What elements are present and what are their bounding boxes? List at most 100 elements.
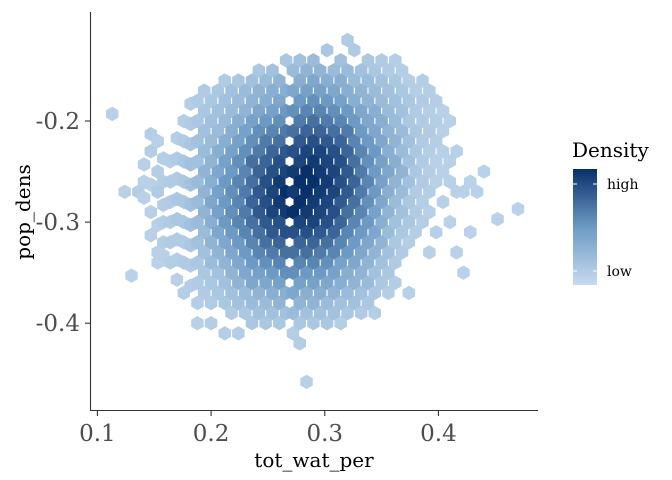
hex-cell <box>204 275 218 290</box>
hex-cell <box>245 154 259 169</box>
hex-cell <box>429 113 443 129</box>
hex-cell <box>389 73 402 88</box>
hex-cell <box>470 184 484 199</box>
hex-cell <box>368 225 381 240</box>
hex-cell <box>348 134 361 149</box>
hex-cell <box>238 83 252 98</box>
hex-cell <box>334 154 347 169</box>
hex-cell <box>191 93 204 108</box>
hex-cell <box>286 326 300 341</box>
hex-cell <box>354 164 368 179</box>
y-tick-label: -0.3 <box>36 210 80 236</box>
hex-cell <box>314 83 327 98</box>
hex-cell <box>348 295 361 311</box>
hex-cell <box>429 134 443 149</box>
hex-cell <box>354 123 368 139</box>
hex-cell <box>341 265 354 280</box>
hex-cell <box>252 164 266 179</box>
hex-cell <box>232 134 245 149</box>
hex-cell <box>409 225 422 240</box>
hex-cell <box>423 144 436 159</box>
legend-label-low: low <box>607 264 632 280</box>
hex-cell <box>198 164 211 179</box>
hex-cell <box>348 93 361 108</box>
hex-cell <box>382 285 395 301</box>
hex-cell <box>334 295 347 311</box>
hex-cell <box>259 134 272 149</box>
hex-cell <box>245 73 259 88</box>
hex-cell <box>334 93 347 108</box>
hex-cell <box>436 164 450 179</box>
hex-cell <box>429 225 443 240</box>
hex-cell <box>348 214 361 230</box>
hex-cell <box>218 235 231 250</box>
hex-cell <box>375 235 388 250</box>
hex-cell <box>300 225 313 240</box>
hex-cell <box>225 245 238 260</box>
hex-cell <box>300 83 313 98</box>
hex-cell <box>273 93 286 108</box>
hex-cell <box>252 265 266 280</box>
hex-cell <box>211 245 225 260</box>
hex-cell <box>327 245 341 260</box>
hex-cell <box>273 194 286 210</box>
hex-cell <box>286 123 300 139</box>
hex-cell <box>286 225 300 240</box>
hex-cell <box>389 194 402 210</box>
hex-cell <box>361 154 375 169</box>
hex-cell <box>252 63 266 78</box>
hex-cell <box>273 235 286 250</box>
hex-cell <box>266 285 279 301</box>
hex-cell <box>457 184 470 199</box>
hex-cell <box>266 144 279 159</box>
hex-cell <box>334 194 347 210</box>
hex-cell <box>286 103 300 119</box>
x-axis-ticks: 0.1 0.2 0.3 0.4 <box>79 411 457 447</box>
hex-cell <box>436 194 450 210</box>
hex-cell <box>245 275 259 290</box>
hex-cell <box>511 201 525 217</box>
hex-cell <box>252 144 266 159</box>
hex-cell <box>198 123 211 139</box>
hex-cell <box>198 225 211 240</box>
hex-cell <box>341 63 354 78</box>
hex-cell <box>464 225 477 240</box>
hex-cell <box>320 194 334 210</box>
hex-cell <box>334 134 347 149</box>
hex-cell <box>252 123 266 139</box>
hex-cell <box>402 134 416 149</box>
hex-cell <box>266 184 279 199</box>
hex-cell <box>286 285 300 301</box>
hex-cell <box>416 73 429 88</box>
hex-cell <box>429 93 443 108</box>
hex-cell <box>266 225 279 240</box>
hex-cell <box>218 255 231 270</box>
hex-cell <box>307 113 320 129</box>
hex-cell <box>416 154 429 169</box>
hex-cell <box>314 184 327 199</box>
hex-cell <box>327 83 341 98</box>
hex-cell <box>266 123 279 139</box>
hex-cell <box>191 194 204 210</box>
hex-cell <box>293 235 306 250</box>
hex-cell <box>273 316 286 331</box>
hex-cell <box>341 305 354 321</box>
hex-cell <box>320 174 334 189</box>
x-axis-title: tot_wat_per <box>254 448 374 472</box>
hex-cell <box>402 73 416 88</box>
hex-cell <box>409 103 422 119</box>
hex-cell <box>402 154 416 169</box>
hex-cell <box>348 174 361 189</box>
hex-cell <box>457 265 470 280</box>
hex-cell <box>300 164 313 179</box>
hex-cell <box>368 285 381 301</box>
hex-cell <box>402 194 416 210</box>
hex-cell <box>327 265 341 280</box>
hex-cell <box>232 295 245 311</box>
hex-cell <box>334 113 347 129</box>
hex-cell <box>382 164 395 179</box>
hex-cell <box>218 113 231 129</box>
hex-cell <box>409 83 422 98</box>
hex-cell <box>375 113 388 129</box>
